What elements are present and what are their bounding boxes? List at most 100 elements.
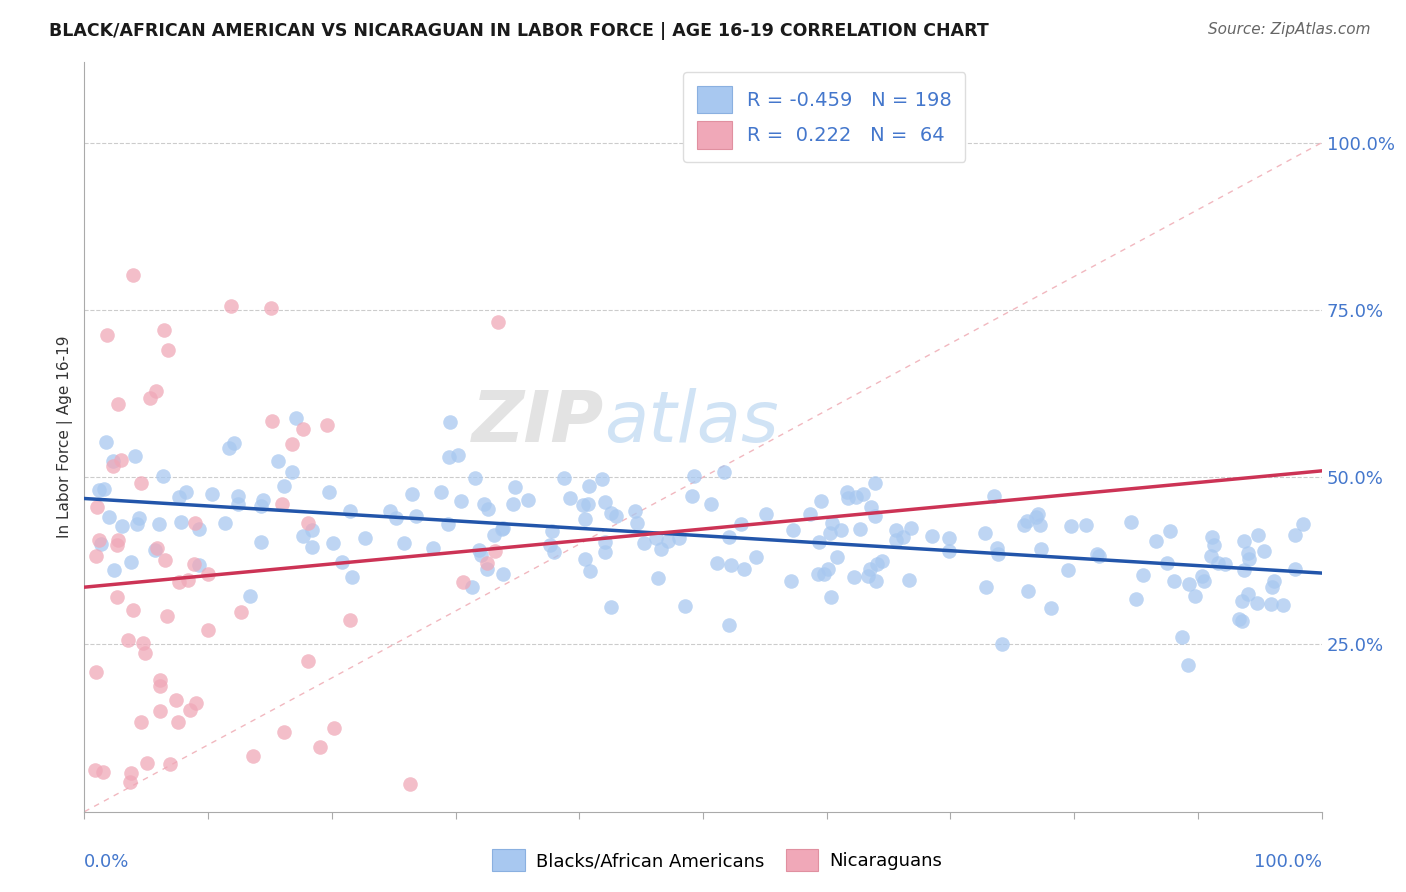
Point (1253, 543, 1275, 558)
Point (149, 704, 172, 718)
Point (89, 483, 111, 497)
Point (1230, 594, 1253, 608)
Point (837, 491, 859, 505)
Point (1292, 516, 1315, 531)
Point (226, 489, 249, 503)
Point (578, 478, 600, 492)
Point (866, 558, 889, 572)
Point (157, 343, 180, 358)
Point (450, 494, 472, 508)
Point (120, 555, 142, 569)
Point (484, 544, 506, 558)
Point (184, 516, 207, 530)
Point (339, 613, 361, 627)
Point (863, 476, 886, 491)
Point (1026, 507, 1049, 521)
Point (574, 511, 596, 525)
Point (1159, 524, 1181, 538)
Point (422, 541, 444, 555)
Point (301, 524, 323, 538)
Point (1233, 563, 1256, 577)
Point (1213, 557, 1236, 571)
Point (858, 562, 880, 576)
Point (129, 475, 152, 490)
Point (713, 465, 735, 479)
Point (1012, 517, 1035, 532)
Point (553, 471, 575, 485)
Point (170, 515, 193, 529)
Point (849, 522, 872, 536)
Point (148, 517, 170, 532)
Point (813, 567, 835, 582)
Point (93, 483, 115, 497)
Point (308, 739, 330, 754)
Point (730, 517, 752, 532)
Point (218, 442, 240, 456)
Point (149, 679, 172, 693)
Point (1119, 515, 1142, 529)
Point (301, 540, 323, 554)
Point (482, 527, 505, 541)
Point (146, 541, 169, 555)
Point (626, 516, 648, 530)
Point (820, 525, 842, 540)
Point (720, 558, 742, 572)
Point (103, 563, 125, 577)
Point (571, 499, 593, 513)
Point (1230, 614, 1253, 628)
Point (817, 561, 839, 575)
Point (165, 693, 187, 707)
Point (1156, 557, 1178, 571)
Point (1025, 509, 1047, 524)
Point (1039, 600, 1062, 615)
Point (974, 526, 997, 541)
Point (647, 571, 669, 585)
Point (143, 542, 166, 557)
Point (1177, 657, 1199, 672)
Point (1028, 518, 1050, 533)
Text: 0.0%: 0.0% (84, 853, 129, 871)
Point (117, 632, 139, 647)
Point (152, 468, 174, 483)
Point (280, 466, 302, 480)
Point (1178, 576, 1201, 591)
Point (98, 509, 121, 524)
Point (983, 489, 1005, 503)
Point (574, 552, 596, 566)
Point (986, 541, 1008, 556)
Point (558, 491, 581, 506)
Point (461, 580, 484, 594)
Point (1246, 595, 1268, 609)
Point (650, 542, 672, 557)
Point (86, 500, 108, 514)
Point (700, 497, 723, 511)
Point (315, 417, 337, 432)
Point (1261, 580, 1284, 594)
Point (84, 763, 107, 777)
Point (153, 553, 176, 567)
Point (105, 538, 128, 552)
Text: ZIP: ZIP (472, 388, 605, 457)
Point (987, 547, 1010, 561)
Point (128, 511, 150, 525)
Point (291, 422, 314, 436)
Point (938, 544, 960, 558)
Point (645, 531, 668, 545)
Point (810, 494, 832, 508)
Point (93, 765, 115, 780)
Point (820, 516, 842, 530)
Point (167, 574, 190, 589)
Point (439, 415, 461, 429)
Point (1056, 563, 1078, 577)
Point (430, 484, 453, 499)
Point (86, 549, 108, 564)
Point (657, 534, 679, 549)
Point (1088, 549, 1111, 563)
Point (437, 450, 460, 464)
Point (124, 450, 146, 464)
Point (394, 535, 416, 549)
Y-axis label: In Labor Force | Age 16-19: In Labor Force | Age 16-19 (58, 335, 73, 539)
Point (139, 391, 162, 405)
Text: BLACK/AFRICAN AMERICAN VS NICARAGUAN IN LABOR FORCE | AGE 16-19 CORRELATION CHAR: BLACK/AFRICAN AMERICAN VS NICARAGUAN IN … (49, 22, 988, 40)
Text: Source: ZipAtlas.com: Source: ZipAtlas.com (1208, 22, 1371, 37)
